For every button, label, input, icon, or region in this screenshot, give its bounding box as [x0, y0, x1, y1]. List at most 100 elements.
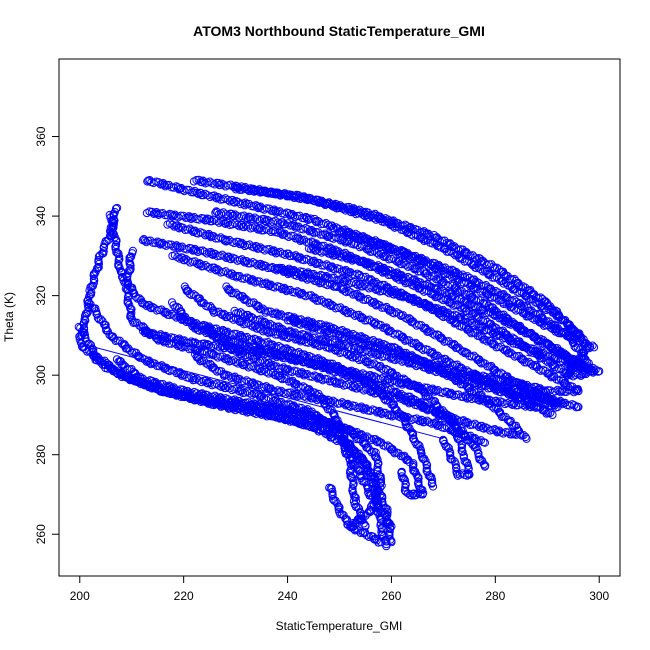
data-point — [250, 187, 259, 196]
data-point — [314, 195, 323, 204]
data-point — [213, 208, 222, 217]
data-point — [341, 438, 350, 447]
data-point — [108, 225, 117, 234]
data-point — [442, 357, 451, 366]
flight-trace — [112, 355, 386, 531]
data-point — [293, 211, 302, 221]
data-point — [382, 542, 391, 551]
x-tick-label: 220 — [174, 589, 194, 603]
data-point — [343, 399, 352, 408]
data-point — [260, 279, 269, 288]
data-point — [187, 244, 196, 253]
data-point — [224, 371, 233, 380]
data-point — [126, 261, 135, 270]
data-point — [147, 376, 157, 386]
data-point — [334, 202, 343, 211]
data-point — [354, 346, 364, 355]
data-point — [391, 219, 400, 229]
data-point — [326, 301, 335, 311]
data-point — [372, 351, 382, 360]
data-point — [313, 425, 322, 434]
data-point — [346, 288, 355, 297]
data-point — [282, 374, 291, 384]
data-point — [349, 481, 358, 490]
data-point — [359, 272, 368, 282]
data-point — [214, 178, 223, 188]
data-point — [451, 390, 461, 399]
y-tick-label: 260 — [34, 524, 48, 544]
data-point — [315, 336, 324, 345]
data-point — [102, 326, 111, 335]
data-point — [254, 204, 263, 213]
data-point — [318, 198, 327, 207]
data-point — [480, 462, 490, 471]
data-point — [185, 289, 194, 298]
data-point — [194, 376, 204, 385]
data-point — [161, 182, 170, 191]
data-point — [463, 461, 473, 470]
data-point — [111, 204, 121, 213]
data-point — [280, 189, 289, 198]
data-point — [186, 317, 195, 326]
data-point — [331, 379, 340, 388]
data-point — [406, 398, 415, 407]
data-point — [311, 333, 320, 342]
data-point — [329, 264, 338, 273]
flight-trace — [105, 210, 438, 491]
data-point — [192, 246, 201, 255]
data-point — [268, 360, 277, 369]
data-point — [94, 263, 103, 272]
data-point — [579, 335, 588, 344]
data-point — [173, 183, 182, 192]
data-point — [245, 313, 254, 323]
data-point — [373, 467, 382, 476]
data-point — [547, 304, 557, 313]
data-point — [465, 327, 475, 336]
data-point — [327, 419, 337, 428]
data-point — [323, 375, 332, 384]
data-point — [434, 234, 443, 244]
data-point — [197, 356, 206, 365]
data-point — [374, 471, 383, 480]
data-point — [249, 277, 258, 286]
data-point — [267, 404, 276, 413]
data-point — [412, 383, 421, 392]
data-point — [222, 253, 231, 263]
data-point — [320, 374, 330, 383]
data-point — [438, 236, 447, 245]
data-point — [474, 449, 483, 458]
data-point — [87, 282, 96, 291]
data-point — [362, 461, 371, 470]
data-point — [376, 408, 385, 417]
data-point — [284, 285, 293, 295]
data-point — [221, 383, 231, 393]
data-point — [253, 324, 262, 333]
data-point — [147, 304, 156, 313]
data-point — [319, 297, 328, 306]
data-point — [254, 391, 264, 400]
data-point — [143, 177, 152, 186]
x-tick-label: 200 — [70, 589, 90, 603]
data-point — [135, 321, 144, 330]
data-point — [512, 430, 521, 439]
data-point — [254, 225, 263, 234]
data-point — [152, 207, 161, 217]
data-point — [159, 333, 168, 342]
data-point — [239, 223, 249, 232]
data-point — [188, 322, 197, 331]
data-point — [499, 344, 508, 354]
data-point — [476, 287, 485, 296]
data-point — [160, 180, 169, 189]
data-point — [448, 281, 457, 290]
data-point — [428, 329, 437, 338]
data-point — [112, 248, 121, 257]
data-point — [480, 335, 489, 344]
data-point — [224, 395, 233, 404]
data-point — [193, 247, 203, 257]
y-tick-label: 280 — [34, 444, 48, 464]
data-point — [473, 394, 482, 403]
flight-trace — [231, 183, 583, 340]
data-point — [128, 249, 137, 258]
data-point — [281, 416, 290, 425]
data-point — [545, 302, 555, 311]
